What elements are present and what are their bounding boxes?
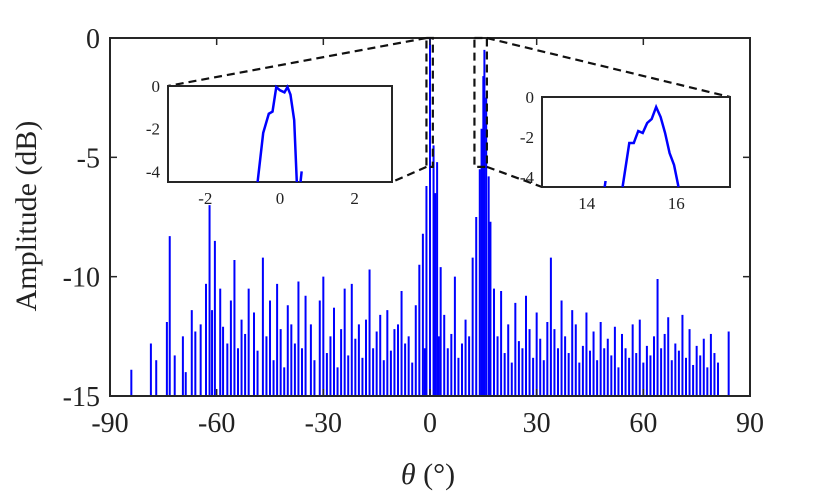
zoom-connector-a-1 xyxy=(486,36,731,99)
inset-0-y-tick-1: -2 xyxy=(146,120,160,139)
x-tick-label-6: 90 xyxy=(736,408,764,439)
inset-plots: -2 0 2 0 -2 -4 14 16 0 -2 -4 xyxy=(146,77,731,213)
inset-1-x-tick-0: 14 xyxy=(578,194,596,213)
x-tick-label-4: 30 xyxy=(523,408,551,439)
inset-1-y-tick-0: 0 xyxy=(526,88,535,107)
y-tick-label-3: -15 xyxy=(63,382,100,413)
x-axis-symbol: θ xyxy=(401,458,416,491)
x-tick-label-2: -30 xyxy=(305,408,342,439)
inset-frame-0 xyxy=(167,85,393,183)
x-tick-label-1: -60 xyxy=(198,408,235,439)
inset-0-x-tick-1: 0 xyxy=(276,189,285,208)
inset-0: -2 0 2 0 -2 -4 xyxy=(146,77,393,208)
inset-0-x-tick-2: 2 xyxy=(350,189,359,208)
series-spikes xyxy=(130,38,730,396)
inset-line-1 xyxy=(621,103,680,188)
y-tick-labels: 0 -5 -10 -15 xyxy=(63,24,750,413)
x-axis-unit: (°) xyxy=(423,458,455,491)
inset-1-y-tick-1: -2 xyxy=(520,128,534,147)
x-tick-label-3: 0 xyxy=(423,408,437,439)
zoom-region-0 xyxy=(425,36,434,168)
inset-1-y-tick-2: -4 xyxy=(520,168,535,187)
inset-frame-1 xyxy=(541,96,731,188)
inset-0-y-tick-2: -4 xyxy=(146,162,161,181)
zoom-connector-b-0 xyxy=(391,165,427,184)
y-tick-label-1: -5 xyxy=(77,143,100,174)
zoom-region-1 xyxy=(473,36,488,168)
y-tick-label-0: 0 xyxy=(86,24,100,55)
x-axis-title: θ (°) xyxy=(401,458,455,491)
inset-stub-1 xyxy=(603,180,607,188)
inset-0-y-tick-0: 0 xyxy=(152,77,161,96)
inset-1: 14 16 0 -2 -4 xyxy=(520,88,731,213)
x-tick-label-0: -90 xyxy=(91,408,128,439)
zoom-connector-b-1 xyxy=(486,165,543,189)
inset-1-x-tick-1: 16 xyxy=(668,194,685,213)
inset-line-0 xyxy=(256,84,299,183)
inset-stub-0 xyxy=(299,171,303,183)
inset-0-x-tick-0: -2 xyxy=(198,189,212,208)
x-tick-labels: -90 -60 -30 0 30 60 90 xyxy=(91,38,764,439)
x-tick-label-5: 60 xyxy=(629,408,657,439)
zoom-guides xyxy=(167,36,731,189)
zoom-connector-a-0 xyxy=(167,36,427,88)
y-tick-label-2: -10 xyxy=(63,263,100,294)
y-axis-title: Amplitude (dB) xyxy=(10,121,43,312)
